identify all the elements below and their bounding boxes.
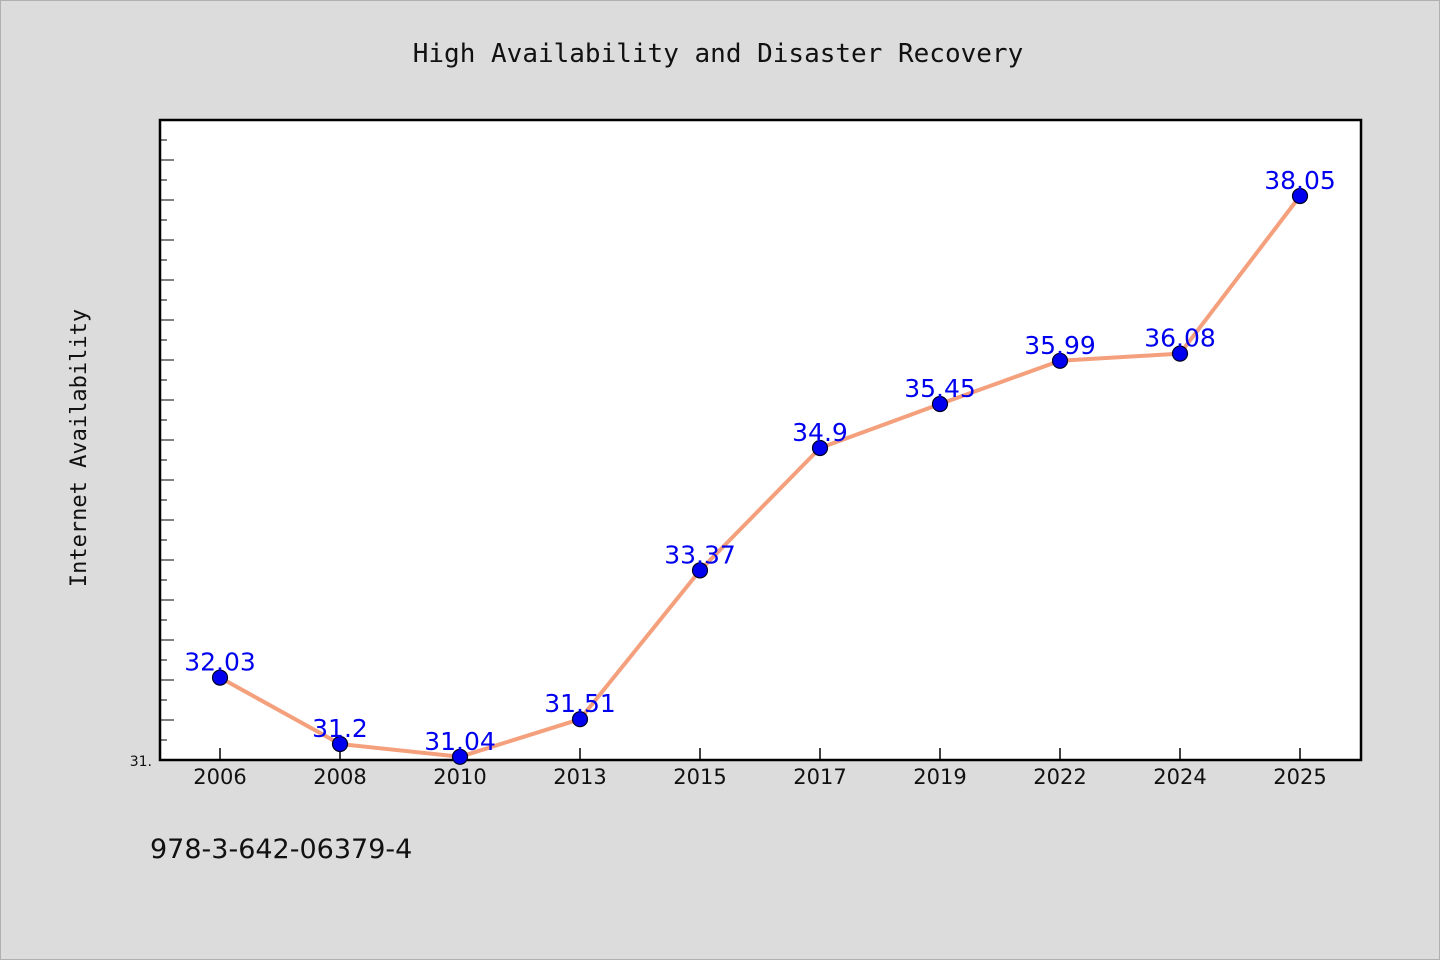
- data-labels: 32.03 31.2 31.04 31.51 33.37 34.9 35.45 35.99 36…: [184, 166, 1336, 756]
- x-tick-label: 2015: [673, 765, 726, 789]
- x-tick-label: 2010: [433, 765, 486, 789]
- data-label: 31.51: [544, 689, 616, 718]
- data-label: 34.9: [792, 418, 848, 447]
- data-point: [931, 395, 949, 413]
- data-point: [811, 439, 829, 457]
- data-label: 35.45: [904, 374, 976, 403]
- x-tick-label: 2013: [553, 765, 606, 789]
- data-point: [211, 669, 229, 686]
- series-markers: [211, 187, 1309, 765]
- data-point: [451, 748, 469, 765]
- data-label: 32.03: [184, 648, 256, 677]
- x-tick-label: 2024: [1153, 765, 1206, 789]
- x-tick-label: 2019: [913, 765, 966, 789]
- data-point: [691, 562, 709, 579]
- data-point: [1051, 352, 1069, 369]
- series-line: [219, 194, 1302, 759]
- plot-area: [158, 118, 1363, 762]
- data-label: 31.04: [424, 727, 496, 756]
- y-tick-label: 31.: [130, 754, 152, 770]
- footnote-isbn: 978-3-642-06379-4: [150, 834, 413, 865]
- x-tick-label: 2008: [313, 765, 366, 789]
- x-tick-label: 2025: [1273, 765, 1326, 789]
- data-label: 38.05: [1264, 166, 1336, 195]
- x-tick-label: 2006: [193, 765, 246, 789]
- x-tick-label: 2017: [793, 765, 846, 789]
- data-label: 33.37: [664, 540, 736, 569]
- data-point: [1171, 345, 1189, 362]
- data-point: [1291, 187, 1309, 205]
- x-axis-ticks: 2006 2008 2010 2013 2015 2017 2019 2022 2024 2025: [193, 748, 1327, 789]
- data-label: 35.99: [1024, 331, 1096, 360]
- x-tick-label: 2022: [1033, 765, 1086, 789]
- data-label: 36.08: [1144, 324, 1216, 353]
- chart-title: High Availability and Disaster Recovery: [413, 39, 1023, 69]
- data-label: 31.2: [312, 714, 368, 743]
- y-axis-label: Internet Availability: [67, 309, 92, 587]
- data-point: [331, 735, 349, 753]
- data-point: [571, 711, 589, 728]
- y-axis-ticks: [160, 139, 174, 741]
